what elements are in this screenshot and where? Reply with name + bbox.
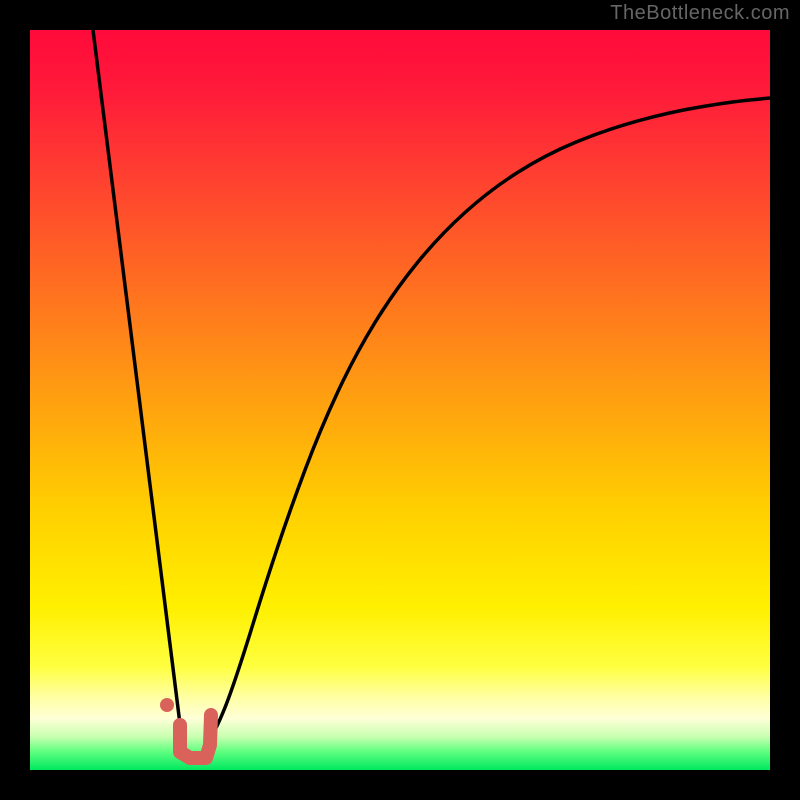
- valley-marker-dot: [160, 698, 174, 712]
- bottleneck-chart: [30, 30, 770, 770]
- chart-container: TheBottleneck.com: [0, 0, 800, 800]
- watermark-text: TheBottleneck.com: [610, 2, 790, 25]
